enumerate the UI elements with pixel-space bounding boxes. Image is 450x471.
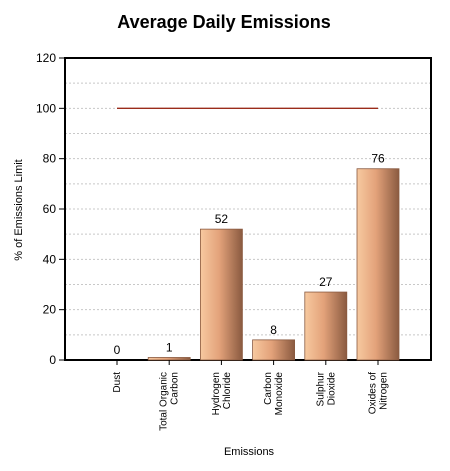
bar	[199, 228, 243, 361]
data-label: 76	[371, 152, 385, 166]
bar	[147, 357, 191, 361]
bar	[252, 339, 296, 361]
data-label: 52	[215, 212, 229, 226]
x-tick-label: Carbon	[170, 372, 181, 405]
y-axis: 0 20 40 60 80 100 120	[36, 51, 65, 367]
data-label: 0	[114, 343, 121, 357]
data-label: 1	[166, 340, 173, 354]
x-tick-label: Total Organic	[159, 372, 170, 431]
x-tick-label: Carbon	[263, 372, 274, 405]
y-tick-label: 20	[43, 303, 57, 317]
chart-title: Average Daily Emissions	[117, 12, 330, 32]
bar	[304, 291, 348, 361]
bars	[147, 168, 400, 361]
x-axis-label: Emissions	[224, 446, 275, 458]
bar	[356, 168, 400, 361]
data-label: 8	[270, 323, 277, 337]
data-label: 27	[319, 275, 333, 289]
x-axis: Dust Total Organic Carbon Hydrogen Chloride C…	[112, 360, 390, 431]
data-labels: 0 1 52 8 27 76	[114, 152, 385, 357]
x-tick-label: Oxides of	[368, 372, 379, 414]
y-axis-label: % of Emissions Limit	[13, 159, 25, 260]
x-tick-label: Monoxide	[274, 372, 285, 416]
y-tick-label: 120	[36, 51, 56, 65]
y-tick-label: 100	[36, 101, 56, 115]
x-tick-label: Dioxide	[326, 372, 337, 406]
y-tick-label: 0	[49, 353, 56, 367]
x-tick-label: Dust	[112, 372, 123, 393]
x-tick-label: Hydrogen	[211, 372, 222, 415]
x-tick-label: Nitrogen	[379, 372, 390, 410]
x-tick-label: Chloride	[222, 372, 233, 410]
y-tick-label: 40	[43, 252, 57, 266]
y-tick-label: 80	[43, 152, 57, 166]
y-tick-label: 60	[43, 202, 57, 216]
x-tick-label: Sulphur	[315, 371, 326, 406]
